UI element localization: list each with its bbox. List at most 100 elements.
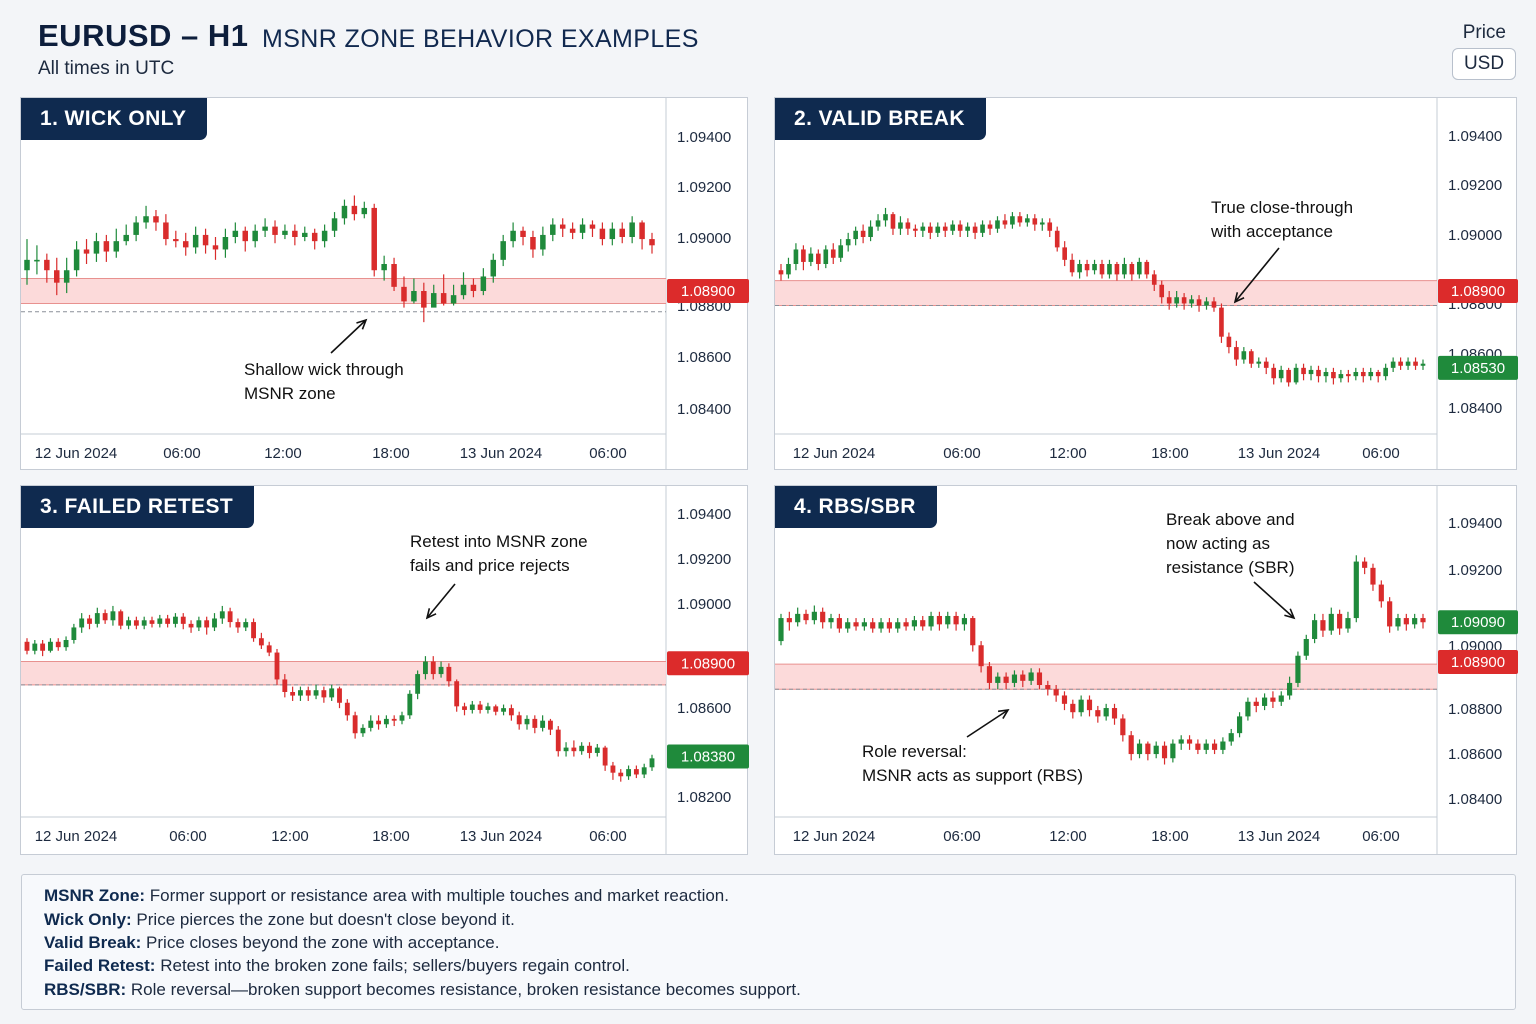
price-axis-label: Price — [1462, 22, 1506, 43]
candle-body — [149, 620, 155, 624]
candle-body — [1263, 361, 1269, 368]
candle-body — [1174, 297, 1179, 304]
candle-body — [1370, 567, 1376, 585]
candle-body — [602, 747, 608, 766]
candle-body — [1181, 297, 1187, 304]
candle-body — [1002, 220, 1008, 225]
candle-body — [1219, 307, 1224, 337]
x-tick-label: 06:00 — [1362, 828, 1400, 845]
annotation-text: with acceptance — [1210, 222, 1333, 241]
candle-body — [589, 224, 596, 229]
candle-body — [282, 679, 288, 692]
candle-body — [786, 264, 791, 275]
y-tick-label: 1.08200 — [677, 789, 731, 806]
candle-body — [1061, 695, 1068, 704]
candle-body — [311, 232, 318, 242]
price-tag — [667, 279, 749, 303]
x-tick-label: 12:00 — [1049, 445, 1087, 462]
candle-body — [141, 620, 147, 626]
candle-body — [376, 720, 381, 725]
msnr-zone — [775, 664, 1437, 690]
candle-body — [360, 727, 366, 734]
candle-body — [83, 249, 90, 254]
candle-body — [823, 249, 829, 264]
candle-body — [1287, 682, 1293, 696]
candle-body — [540, 720, 546, 728]
candle-body — [182, 241, 189, 248]
candle-body — [1303, 638, 1309, 656]
candle-body — [1129, 264, 1135, 275]
y-tick-label: 1.08400 — [677, 401, 731, 418]
candle-body — [63, 270, 70, 283]
x-tick-label: 12 Jun 2024 — [793, 445, 876, 462]
candle-body — [1338, 374, 1344, 379]
candle-body — [1323, 372, 1329, 377]
candle-body — [272, 226, 278, 235]
candle-body — [995, 220, 1000, 229]
candle-body — [1045, 685, 1051, 690]
price-tag-label: 1.08900 — [681, 655, 735, 672]
candle-body — [1128, 735, 1134, 755]
definition-valid-break: Valid Break: Price closes beyond the zon… — [44, 933, 500, 952]
price-tag — [1438, 279, 1518, 303]
candle-body — [920, 620, 926, 627]
candle-body — [501, 708, 506, 712]
candle-body — [173, 616, 178, 624]
price-tag — [1438, 650, 1518, 674]
candle-body — [232, 230, 239, 237]
price-tag — [667, 744, 749, 769]
candle-body — [477, 704, 483, 710]
candle-body — [1166, 297, 1172, 304]
candle-body — [860, 230, 866, 237]
candle-body — [262, 226, 268, 231]
candle-body — [227, 611, 233, 623]
candle-body — [87, 618, 92, 624]
candle-body — [212, 618, 217, 628]
candle-body — [133, 222, 139, 235]
candle-body — [803, 613, 809, 621]
y-tick-label: 1.08600 — [1448, 746, 1502, 763]
y-tick-label: 1.09200 — [1448, 177, 1502, 194]
panel-failed-retest: 1.094001.092001.090001.088001.086001.082… — [20, 485, 749, 855]
candle-body — [1017, 216, 1023, 223]
candle-body — [550, 224, 556, 235]
candle-body — [524, 718, 530, 725]
candle-body — [1036, 672, 1043, 686]
candle-body — [266, 645, 272, 653]
candle-body — [24, 259, 30, 271]
candle-body — [508, 708, 514, 716]
candle-body — [133, 620, 139, 626]
candle-body — [890, 214, 896, 229]
price-tag — [667, 651, 749, 676]
candle-body — [415, 674, 421, 694]
candle-body — [490, 259, 497, 277]
candle-body — [1032, 218, 1038, 225]
candle-body — [222, 237, 229, 250]
candle-body — [610, 765, 616, 773]
candle-body — [243, 622, 249, 628]
price-tag-label: 1.08380 — [681, 749, 735, 766]
y-tick-label: 1.09200 — [677, 551, 731, 568]
candle-body — [957, 224, 963, 231]
candle-body — [928, 615, 934, 627]
y-tick-label: 1.08800 — [1448, 701, 1502, 718]
candle-body — [440, 293, 447, 304]
annotation-text: Break above and — [1166, 510, 1295, 529]
candle-body — [1011, 674, 1018, 683]
currency-selector[interactable]: USD — [1452, 48, 1516, 80]
definition-msnr-zone: MSNR Zone: Former support or resistance … — [44, 886, 729, 905]
candle-body — [110, 611, 116, 621]
candle-body — [321, 690, 327, 698]
x-tick-label: 06:00 — [943, 828, 981, 845]
annotation-arrow — [330, 319, 367, 354]
x-tick-label: 13 Jun 2024 — [460, 828, 543, 845]
candle-body — [1047, 222, 1053, 231]
candle-body — [820, 611, 826, 623]
candle-body — [1228, 733, 1234, 742]
candle-body — [430, 293, 437, 308]
candle-body — [252, 230, 258, 242]
candle-body — [920, 226, 926, 231]
candle-body — [609, 228, 616, 240]
price-tag-label: 1.08900 — [681, 283, 735, 300]
candle-body — [1312, 620, 1318, 639]
